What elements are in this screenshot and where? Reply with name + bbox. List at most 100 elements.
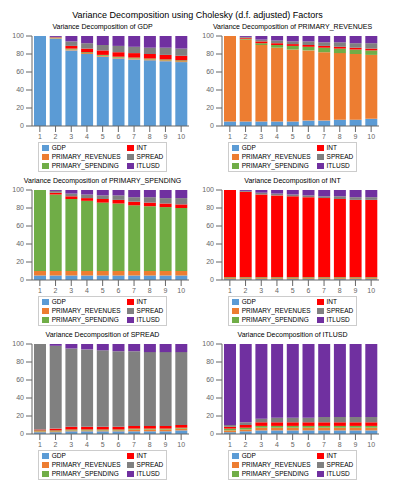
svg-text:5: 5: [101, 133, 105, 140]
svg-text:4: 4: [275, 441, 279, 448]
svg-text:9: 9: [353, 441, 357, 448]
svg-text:0: 0: [20, 122, 24, 129]
svg-text:40: 40: [206, 86, 214, 93]
svg-text:7: 7: [132, 133, 136, 140]
svg-text:0: 0: [20, 430, 24, 437]
svg-text:1: 1: [228, 287, 232, 294]
svg-text:2: 2: [244, 133, 248, 140]
svg-text:4: 4: [275, 133, 279, 140]
svg-text:20: 20: [206, 258, 214, 265]
svg-text:60: 60: [206, 68, 214, 75]
svg-text:7: 7: [322, 133, 326, 140]
svg-text:8: 8: [148, 133, 152, 140]
svg-text:6: 6: [116, 287, 120, 294]
svg-text:1: 1: [38, 287, 42, 294]
svg-text:80: 80: [206, 358, 214, 365]
svg-text:1: 1: [228, 441, 232, 448]
svg-text:2: 2: [244, 287, 248, 294]
svg-text:6: 6: [306, 441, 310, 448]
svg-text:5: 5: [101, 441, 105, 448]
svg-text:60: 60: [16, 68, 24, 75]
svg-text:0: 0: [20, 276, 24, 283]
svg-text:3: 3: [69, 287, 73, 294]
svg-text:5: 5: [101, 287, 105, 294]
svg-text:5: 5: [291, 133, 295, 140]
svg-text:60: 60: [206, 222, 214, 229]
svg-text:0: 0: [210, 122, 214, 129]
svg-text:9: 9: [163, 441, 167, 448]
svg-text:80: 80: [16, 204, 24, 211]
html-text:Variance Decomposition using C: Variance Decomposition using Cholesky (d…: [72, 10, 323, 20]
svg-text:3: 3: [69, 133, 73, 140]
svg-text:2: 2: [54, 287, 58, 294]
svg-text:3: 3: [69, 441, 73, 448]
svg-text:80: 80: [16, 358, 24, 365]
svg-text:3: 3: [259, 287, 263, 294]
svg-text:10: 10: [177, 441, 185, 448]
svg-text:8: 8: [338, 133, 342, 140]
svg-text:4: 4: [85, 133, 89, 140]
svg-text:7: 7: [132, 287, 136, 294]
svg-text:100: 100: [202, 340, 214, 347]
svg-text:9: 9: [353, 287, 357, 294]
svg-text:80: 80: [206, 204, 214, 211]
svg-text:2: 2: [244, 441, 248, 448]
svg-text:80: 80: [16, 50, 24, 57]
svg-text:3: 3: [259, 441, 263, 448]
html-text:Variance Decomposition of GDP: Variance Decomposition of GDP: [52, 23, 153, 30]
html-text:PRIMARY_REVENUES: PRIMARY_REVENUES: [51, 153, 121, 160]
svg-text:7: 7: [132, 441, 136, 448]
svg-text:10: 10: [177, 287, 185, 294]
svg-text:9: 9: [353, 133, 357, 140]
svg-text:10: 10: [367, 441, 375, 448]
svg-text:8: 8: [148, 287, 152, 294]
svg-text:100: 100: [12, 32, 24, 39]
svg-text:60: 60: [206, 376, 214, 383]
svg-text:0: 0: [210, 276, 214, 283]
svg-text:60: 60: [16, 376, 24, 383]
svg-text:6: 6: [306, 133, 310, 140]
svg-text:5: 5: [291, 441, 295, 448]
svg-text:1: 1: [228, 133, 232, 140]
svg-text:9: 9: [163, 287, 167, 294]
svg-text:5: 5: [291, 287, 295, 294]
svg-text:7: 7: [322, 441, 326, 448]
html-text:GDP: GDP: [51, 144, 66, 151]
svg-text:6: 6: [306, 287, 310, 294]
svg-text:20: 20: [206, 412, 214, 419]
svg-text:40: 40: [206, 240, 214, 247]
svg-text:8: 8: [338, 287, 342, 294]
svg-text:3: 3: [259, 133, 263, 140]
svg-text:4: 4: [275, 287, 279, 294]
svg-text:6: 6: [116, 441, 120, 448]
svg-text:6: 6: [116, 133, 120, 140]
svg-text:60: 60: [16, 222, 24, 229]
svg-text:20: 20: [16, 258, 24, 265]
svg-text:20: 20: [16, 104, 24, 111]
svg-text:100: 100: [12, 186, 24, 193]
svg-text:10: 10: [177, 133, 185, 140]
svg-text:8: 8: [148, 441, 152, 448]
svg-text:10: 10: [367, 287, 375, 294]
svg-text:4: 4: [85, 287, 89, 294]
svg-text:40: 40: [16, 394, 24, 401]
svg-text:100: 100: [202, 32, 214, 39]
svg-text:1: 1: [38, 133, 42, 140]
svg-text:7: 7: [322, 287, 326, 294]
svg-text:2: 2: [54, 133, 58, 140]
svg-text:0: 0: [210, 430, 214, 437]
svg-text:20: 20: [16, 412, 24, 419]
svg-text:1: 1: [38, 441, 42, 448]
svg-text:100: 100: [202, 186, 214, 193]
svg-text:20: 20: [206, 104, 214, 111]
svg-text:10: 10: [367, 133, 375, 140]
svg-text:9: 9: [163, 133, 167, 140]
svg-text:40: 40: [206, 394, 214, 401]
svg-text:4: 4: [85, 441, 89, 448]
svg-text:40: 40: [16, 240, 24, 247]
svg-text:2: 2: [54, 441, 58, 448]
svg-text:8: 8: [338, 441, 342, 448]
svg-text:40: 40: [16, 86, 24, 93]
svg-text:80: 80: [206, 50, 214, 57]
svg-text:100: 100: [12, 340, 24, 347]
